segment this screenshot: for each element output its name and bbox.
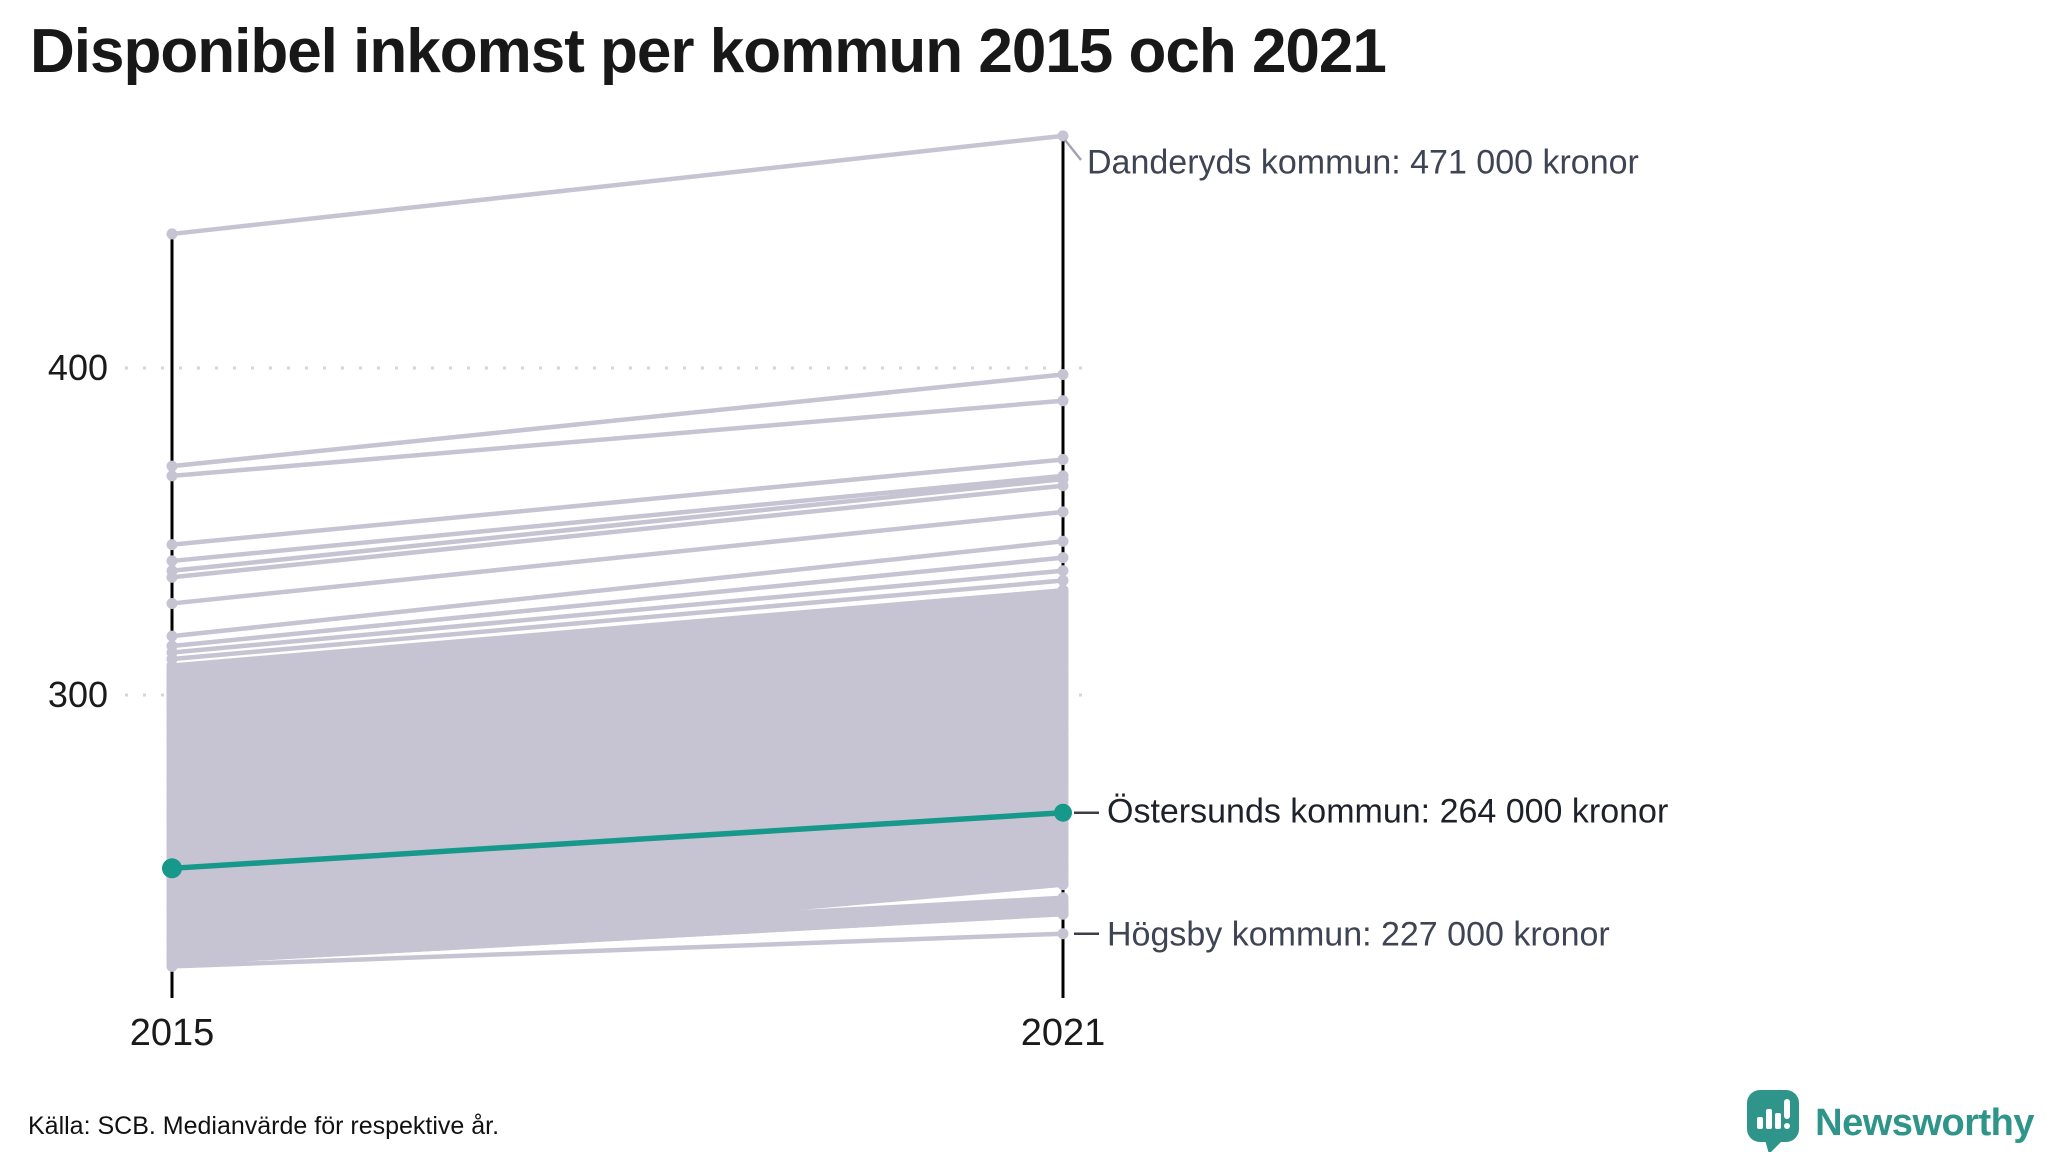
x-axis-label-2021: 2021 [1020,1012,1106,1054]
y-axis-tick-400: 400 [47,347,108,388]
annotation-hogsby: Högsby kommun: 227 000 kronor [1107,915,1610,954]
newsworthy-logo-icon [1745,1088,1801,1152]
branding: Newsworthy [1745,1088,2034,1152]
page-title: Disponibel inkomst per kommun 2015 och 2… [30,17,1387,86]
annotation-ostersund: Östersunds kommun: 264 000 kronor [1107,792,1669,831]
y-axis-tick-300: 300 [47,674,108,715]
annotation-danderyd: Danderyds kommun: 471 000 kronor [1087,143,1639,182]
x-axis-label-2015: 2015 [129,1012,215,1054]
newsworthy-wordmark: Newsworthy [1815,1102,2034,1144]
source-note: Källa: SCB. Medianvärde för respektive å… [28,1112,500,1140]
